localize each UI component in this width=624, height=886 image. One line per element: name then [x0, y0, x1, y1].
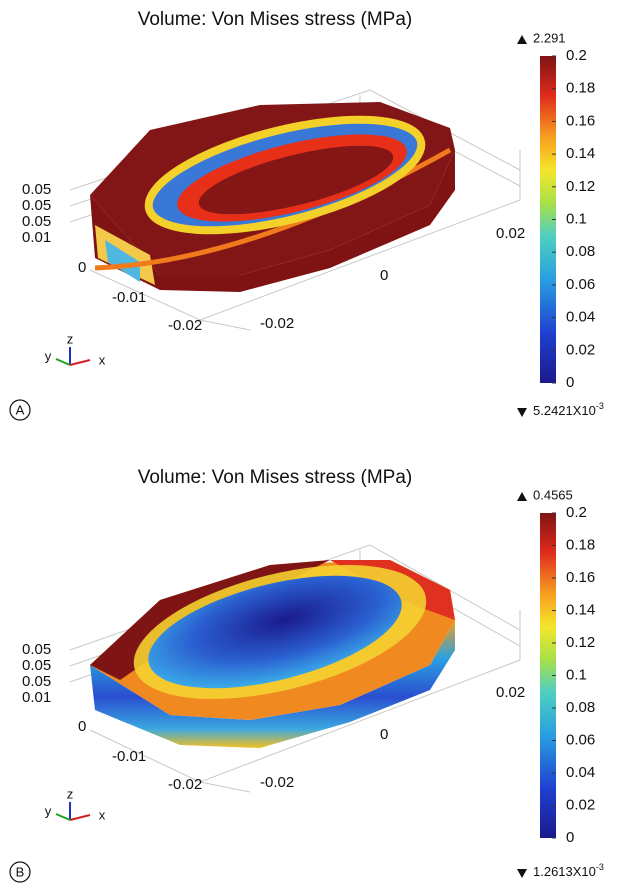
colorbar-tick-label: 0 [566, 829, 574, 846]
max-label: 2.291 [533, 30, 566, 45]
axis-tick-label: 0.05 [22, 673, 51, 690]
panel-title: Volume: Von Mises stress (MPa) [138, 9, 413, 30]
min-base: 5.2421X10 [533, 403, 596, 418]
colorbar-tick-label: 0.02 [566, 796, 595, 813]
colorbar-tick-label: 0.08 [566, 699, 595, 716]
triad-label: y [45, 348, 52, 363]
min-marker [517, 408, 527, 417]
model-a [90, 102, 455, 292]
max-marker [517, 35, 527, 44]
colorbar-tick-label: 0.2 [566, 47, 587, 64]
colorbar-tick-label: 0.14 [566, 601, 595, 618]
triad-label: z [67, 786, 74, 801]
colorbar-tick-label: 0.2 [566, 504, 587, 521]
colorbar [540, 56, 556, 383]
colorbar-tick-label: 0 [566, 374, 574, 391]
colorbar-tick-label: 0.18 [566, 80, 595, 97]
triad-label: x [99, 352, 106, 367]
min-marker [517, 869, 527, 878]
axis-tick-label: -0.01 [112, 289, 146, 306]
max-marker [517, 492, 527, 501]
min-exponent: -3 [596, 401, 604, 411]
axis-tick-label: 0.01 [22, 229, 51, 246]
axis-tick-label: 0 [380, 267, 388, 284]
model-b [90, 560, 455, 748]
axis-tick-label: 0.02 [496, 684, 525, 701]
axis-tick-label: 0 [380, 726, 388, 743]
panel-label: A [16, 402, 25, 417]
colorbar-tick-label: 0.08 [566, 243, 595, 260]
triad-label: x [99, 807, 106, 822]
panel-label-circle [9, 399, 31, 421]
axis-tick-label: 0.02 [496, 225, 525, 242]
colorbar-tick-label: 0.12 [566, 178, 595, 195]
triad-x [69, 814, 91, 821]
axis-tick-label: 0.05 [22, 197, 51, 214]
colorbar-tick-label: 0.14 [566, 145, 595, 162]
panel-title: Volume: Von Mises stress (MPa) [138, 467, 413, 488]
colorbar-tick-label: 0.1 [566, 210, 587, 227]
colorbar-tick-label: 0.18 [566, 536, 595, 553]
colorbar-tick-label: 0.04 [566, 764, 595, 781]
axis-tick-label: -0.02 [168, 317, 202, 334]
axis-tick-label: -0.01 [112, 748, 146, 765]
triad-label: z [67, 331, 74, 346]
triad-y [55, 813, 71, 821]
colorbar-tick-label: 0.04 [566, 309, 595, 326]
axis-tick-label: 0 [78, 259, 86, 276]
colorbar-tick-label: 0.02 [566, 341, 595, 358]
triad-y [55, 358, 71, 366]
min-label: 5.2421X10-3 [533, 401, 604, 418]
colorbar-tick-label: 0.1 [566, 666, 587, 683]
colorbar-tick-label: 0.16 [566, 569, 595, 586]
min-base: 1.2613X10 [533, 864, 596, 879]
min-label: 1.2613X10-3 [533, 862, 604, 879]
triad-x [69, 359, 91, 366]
axis-tick-label: 0.05 [22, 213, 51, 230]
axis-tick-label: 0.05 [22, 657, 51, 674]
axis-tick-label: -0.02 [168, 776, 202, 793]
colorbar-tick-label: 0.06 [566, 731, 595, 748]
colorbar-tick-label: 0.16 [566, 112, 595, 129]
colorbar [540, 513, 556, 838]
panel-label: B [16, 864, 25, 879]
panel-label-circle [9, 861, 31, 883]
colorbar-tick-label: 0.06 [566, 276, 595, 293]
axis-tick-label: 0.01 [22, 689, 51, 706]
axis-tick-label: 0.05 [22, 181, 51, 198]
axis-tick-label: 0 [78, 718, 86, 735]
axis-tick-label: 0.05 [22, 641, 51, 658]
colorbar-tick-label: 0.12 [566, 634, 595, 651]
axis-tick-label: -0.02 [260, 315, 294, 332]
axis-tick-label: -0.02 [260, 774, 294, 791]
max-label: 0.4565 [533, 487, 573, 502]
min-exponent: -3 [596, 862, 604, 872]
triad-label: y [45, 803, 52, 818]
